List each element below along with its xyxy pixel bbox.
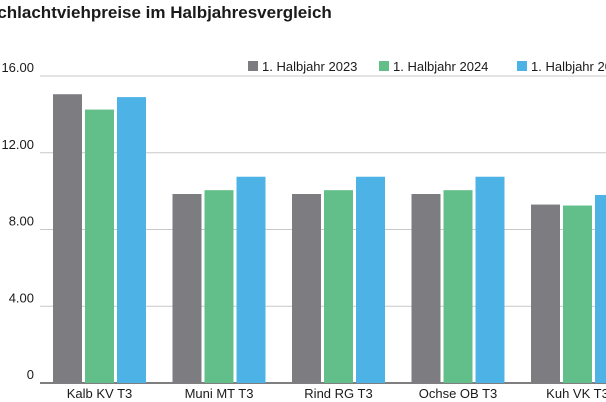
legend-label: 1. Halbjahr 2025 [531,59,606,74]
x-category-label: Kuh VK T3 [546,386,606,401]
bar-kuh-vk-t3-series-3 [595,194,606,383]
bar-rind-rg-t3-series-3 [356,176,385,383]
bar-ochse-ob-t3-series-3 [475,176,505,383]
legend-swatch [248,61,258,71]
bar-muni-mt-t3-series-1 [172,194,202,383]
x-category-label: Kalb KV T3 [67,386,133,401]
legend-swatch [379,61,389,71]
bar-kuh-vk-t3-series-1 [531,204,560,383]
bar-rind-rg-t3-series-2 [324,190,353,383]
bar-kuh-vk-t3-series-2 [563,205,592,383]
y-tick-label: 8.00 [9,214,34,229]
chart-title: Schlachtviehpreise im Halbjahresvergleic… [0,3,332,22]
bar-ochse-ob-t3-series-2 [443,190,473,383]
y-tick-label: 12.00 [1,137,34,152]
bar-kalb-kv-t3-series-1 [53,94,82,384]
bar-kalb-kv-t3-series-3 [117,97,146,383]
legend-label: 1. Halbjahr 2023 [262,59,357,74]
bar-muni-mt-t3-series-2 [204,190,234,383]
x-category-label: Ochse OB T3 [419,386,498,401]
bar-muni-mt-t3-series-3 [236,176,266,383]
bar-kalb-kv-t3-series-2 [85,109,114,383]
x-category-label: Rind RG T3 [304,386,372,401]
bar-rind-rg-t3-series-1 [292,194,321,383]
legend-label: 1. Halbjahr 2024 [393,59,488,74]
y-tick-label: 16.00 [1,60,34,75]
legend-swatch [517,61,527,71]
x-category-label: Muni MT T3 [185,386,254,401]
y-tick-label: 4.00 [9,290,34,305]
y-tick-label: 0 [27,367,34,382]
bar-ochse-ob-t3-series-1 [411,194,441,383]
